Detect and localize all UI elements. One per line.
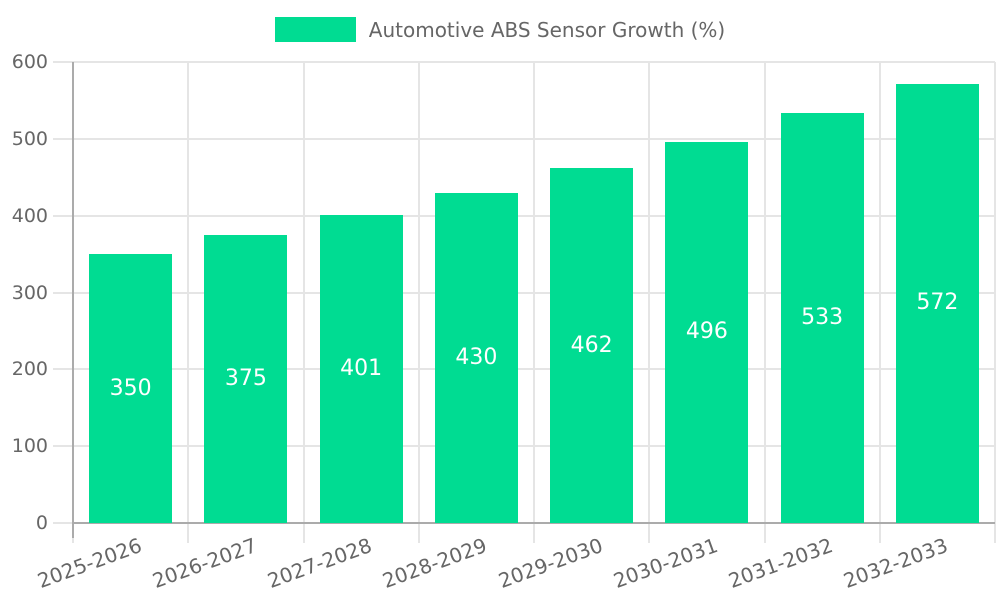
y-axis-tick: [53, 522, 73, 524]
y-axis-tick-label: 100: [11, 435, 48, 458]
y-axis-tick-label: 300: [11, 281, 48, 304]
x-axis-tick: [994, 523, 996, 543]
x-axis-tick: [302, 523, 305, 543]
y-axis-tick: [53, 291, 73, 294]
gridline-vertical: [302, 62, 305, 523]
bar[interactable]: [204, 234, 288, 523]
x-axis-tick: [648, 523, 651, 543]
bar-value-label: 533: [801, 305, 844, 331]
gridline-vertical: [994, 62, 996, 523]
y-axis-tick-label: 0: [35, 512, 48, 534]
bar-value-label: 462: [570, 332, 613, 358]
y-axis-tick-label: 400: [11, 204, 48, 227]
bar-value-label: 375: [224, 365, 267, 391]
y-axis-tick: [53, 137, 73, 140]
legend[interactable]: Automotive ABS Sensor Growth (%): [0, 17, 1000, 42]
x-axis-tick: [417, 523, 420, 543]
bar-value-label: 350: [109, 375, 152, 401]
legend-swatch-icon: [274, 17, 356, 42]
y-axis-tick-label: 500: [11, 127, 48, 150]
bar[interactable]: [665, 141, 749, 523]
bar[interactable]: [434, 192, 518, 523]
y-axis-tick: [53, 214, 73, 217]
gridline-vertical: [648, 62, 651, 523]
bar[interactable]: [319, 214, 403, 523]
bar-value-label: 430: [455, 344, 498, 370]
x-axis-tick: [878, 523, 881, 543]
x-axis-tick: [763, 523, 766, 543]
gridline-vertical: [187, 62, 190, 523]
gridline-vertical: [763, 62, 766, 523]
x-axis-tick: [187, 523, 190, 543]
y-axis-tick-label: 600: [11, 51, 48, 73]
y-axis-line: [72, 62, 74, 538]
bar[interactable]: [895, 83, 979, 523]
bar[interactable]: [780, 113, 864, 523]
y-axis-tick: [53, 445, 73, 448]
x-axis-line: [72, 522, 995, 524]
gridline-vertical: [533, 62, 535, 523]
bar-value-label: 401: [340, 355, 383, 381]
x-axis-tick: [533, 523, 535, 543]
bar[interactable]: [89, 254, 173, 523]
bar-value-label: 496: [685, 319, 728, 345]
bar-value-label: 572: [916, 290, 959, 316]
bar[interactable]: [550, 168, 634, 523]
gridline-vertical: [878, 62, 881, 523]
y-axis-tick: [53, 61, 73, 63]
y-axis-tick-label: 200: [11, 358, 48, 381]
legend-label: Automotive ABS Sensor Growth (%): [368, 17, 726, 42]
y-axis-tick: [53, 368, 73, 371]
gridline-vertical: [417, 62, 420, 523]
